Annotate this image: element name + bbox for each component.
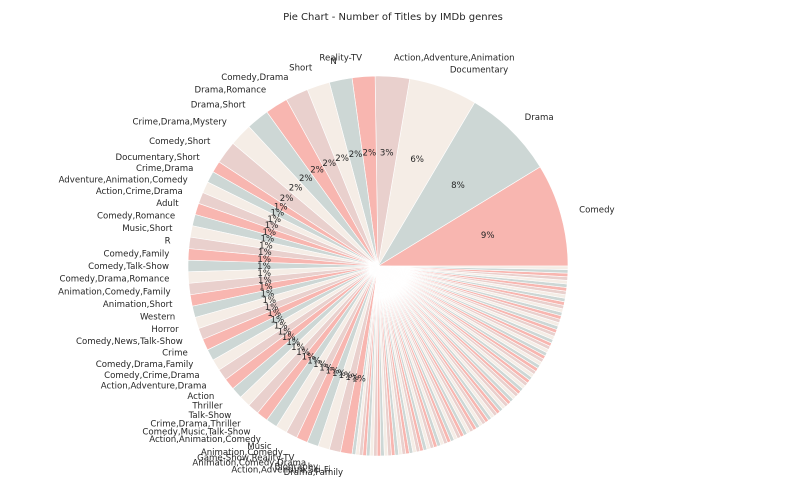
pie-percent-label: 2%: [299, 174, 313, 184]
pie-percent-label: 1%: [259, 241, 273, 251]
pie-slice-label: Drama: [525, 113, 554, 123]
pie-slice-label: Animation,Short: [103, 300, 173, 310]
pie-percent-label: 2%: [335, 154, 349, 164]
pie-percent-label: 2%: [362, 148, 376, 158]
pie-slice-label: Game-Show,Reality-TV: [197, 454, 294, 464]
pie-percent-label: 1%: [257, 262, 271, 272]
pie-slice-label: Crime,Drama: [136, 164, 193, 174]
pie-percent-label: 1%: [258, 276, 272, 286]
pie-percent-label: 1%: [286, 338, 300, 348]
pie-slice-label: Comedy,Talk-Show: [88, 262, 169, 272]
pie-slice-label: Documentary,Short: [116, 153, 201, 163]
pie-percent-label: 1%: [267, 215, 281, 225]
pie-percent-label: 2%: [280, 194, 294, 204]
pie-percent-label: 1%: [326, 366, 340, 376]
pie-percent-label: 6%: [410, 155, 424, 165]
pie-slice-label: Documentary: [450, 66, 508, 76]
pie-slice-label: Drama,Family: [284, 468, 343, 478]
pie-percent-label: 1%: [265, 303, 279, 313]
pie-slice-label: Adult: [156, 199, 179, 209]
pie-slice-minor: [377, 265, 569, 270]
pie-slice-label: Short: [289, 64, 313, 74]
pie-slice-label: Comedy,Romance: [97, 212, 175, 222]
pie-slice-label: Action,Adventure,Animation: [394, 54, 515, 64]
pie-percent-label: 1%: [257, 255, 271, 265]
pie-slices: [187, 75, 569, 457]
pie-percent-label: 1%: [332, 369, 346, 379]
pie-percent-label: 1%: [302, 352, 316, 362]
pie-slice-label: Animation,Comedy,Family: [58, 287, 170, 297]
pie-slice-label: N: [330, 57, 336, 67]
pie-percent-label: 1%: [313, 360, 327, 370]
pie-percent-label: 1%: [352, 374, 366, 384]
pie-percent-label: 2%: [322, 159, 336, 169]
pie-slice: [377, 102, 541, 267]
pie-slice-label: Comedy,Drama: [221, 73, 288, 83]
pie-percent-label: 8%: [451, 181, 465, 191]
pie-slice-labels: Comedy Drama Documentary Action,Adventure,A…: [58, 54, 614, 478]
pie-slice-label: Comedy,Drama,Romance: [59, 275, 169, 285]
pie-slice: [376, 166, 569, 267]
pie-percent-label: 1%: [278, 327, 292, 337]
pie-percent-label: 1%: [339, 371, 353, 381]
pie-slice-label: Animation,Comedy: [201, 448, 283, 458]
pie-percent-labels: 9%8%6%3%2%2%2%2%2%2%2%2%1%1%1%1%1%1%1%1%…: [257, 148, 494, 384]
pie-slice-label: Crime: [162, 349, 188, 359]
pie-slice-label: Music,Short: [122, 224, 173, 234]
pie-slice-label: Drama,Short: [191, 100, 246, 110]
pie-slice-label: Horror: [151, 325, 179, 335]
chart-title: Pie Chart - Number of Titles by IMDb gen…: [283, 12, 503, 23]
pie-percent-label: 2%: [349, 150, 363, 160]
pie-slice-label: R: [165, 237, 171, 247]
pie-slice-label: Crime,Drama,Mystery: [133, 118, 227, 128]
pie-percent-label: 1%: [307, 356, 321, 366]
pie-percent-label: 2%: [310, 166, 324, 176]
pie-percent-label: 9%: [481, 231, 495, 241]
pie-percent-label: 1%: [270, 209, 284, 219]
pie-percent-label: 2%: [289, 183, 303, 193]
pie-slice-label: Crime,Drama,Thriller: [150, 420, 241, 430]
pie-slice-label: Action,Adventure,Sci-Fi: [231, 466, 330, 476]
pie-percent-label: 1%: [261, 234, 275, 244]
pie-percent-label: 1%: [296, 348, 310, 358]
pie-slice-label: Animation,Comedy,Drama: [192, 458, 306, 468]
pie-percent-label: 1%: [258, 248, 272, 258]
pie-percent-label: 1%: [262, 296, 276, 306]
pie-slice-label: Music: [247, 442, 272, 452]
pie-slice-label: Comedy: [579, 205, 614, 215]
pie-slice-label: Action,Adventure,Drama: [101, 382, 207, 392]
pie-percent-label: 1%: [319, 363, 333, 373]
pie-percent-label: 1%: [270, 315, 284, 325]
pie-percent-label: 1%: [257, 269, 271, 279]
pie-slice-label: Reality-TV: [319, 54, 362, 64]
pie-slice-label: Biography: [274, 462, 318, 472]
pie-slice-label: Action: [187, 392, 214, 402]
pie-slice-label: Comedy,Music,Talk-Show: [142, 428, 250, 438]
pie-slice-label: Action,Animation,Comedy: [149, 435, 261, 445]
pie-percent-label: 1%: [282, 333, 296, 343]
pie-percent-label: 1%: [259, 283, 273, 293]
pie-slice-label: Western: [140, 312, 175, 322]
pie-percent-label: 1%: [262, 228, 276, 238]
pie-percent-label: 1%: [274, 203, 288, 213]
pie-slice-label: Talk-Show: [188, 411, 232, 421]
pie-slice-label: Comedy,Family: [104, 249, 170, 259]
pie-slice-label: Comedy,Drama,Family: [96, 360, 194, 370]
pie-slice-label: Adventure,Animation,Comedy: [59, 175, 188, 185]
pie-slice-label: Thriller: [191, 402, 223, 412]
pie-percent-label: 1%: [345, 373, 359, 383]
pie-percent-label: 1%: [265, 221, 279, 231]
pie-percent-label: 1%: [274, 321, 288, 331]
pie-percent-label: 3%: [380, 148, 394, 158]
pie-slice-label: Comedy,News,Talk-Show: [76, 337, 183, 347]
pie-percent-label: 1%: [267, 309, 281, 319]
pie-percent-label: 1%: [291, 343, 305, 353]
pie-percent-label: 1%: [261, 290, 275, 300]
pie-slice-label: Comedy,Short: [149, 137, 211, 147]
pie-slice-label: Action,Crime,Drama: [96, 187, 183, 197]
pie-slice-label: Drama,Romance: [194, 85, 266, 95]
pie-slice-label: Comedy,Crime,Drama: [104, 371, 200, 381]
